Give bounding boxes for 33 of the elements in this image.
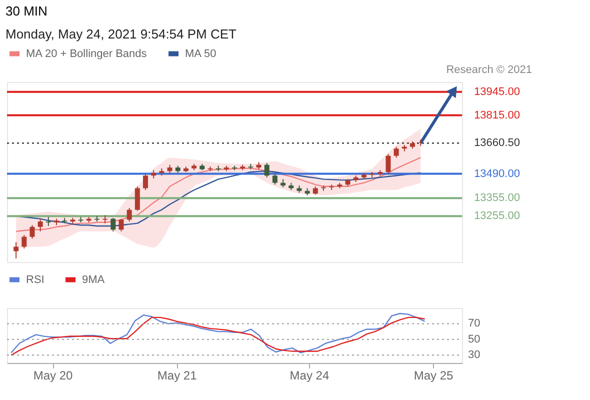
x-tick-label: May 25 [414, 368, 454, 382]
legend-label: RSI [26, 274, 44, 286]
x-tick-label: May 24 [290, 368, 330, 382]
y-tick-label: 70 [468, 318, 480, 330]
candlestick [38, 218, 43, 232]
ref-line-label: 13355.00 [474, 192, 520, 204]
candlestick [110, 217, 116, 232]
candlestick [272, 173, 278, 186]
candlestick [22, 234, 27, 249]
chart-subtitle: Monday, May 24, 2021 9:54:54 PM CET [6, 26, 237, 42]
candlestick [30, 224, 35, 240]
y-tick-label: 30 [468, 349, 480, 362]
legend-label: MA 50 [185, 48, 216, 60]
ref-line-label: 13660.50 [474, 137, 520, 150]
candlestick [394, 146, 399, 158]
candlestick [134, 186, 140, 212]
candlestick [386, 154, 391, 174]
y-tick-label: 50 [468, 333, 480, 346]
ref-line-label: 13815.00 [474, 109, 520, 122]
candlestick [14, 242, 19, 259]
candlestick [143, 173, 148, 190]
x-tick-label: May 20 [33, 368, 73, 382]
chart-title: 30 MIN [6, 4, 48, 18]
text: Research © 2021 [446, 64, 532, 76]
candlestick [126, 208, 132, 222]
legend-label: MA 20 + Bollinger Bands [26, 48, 148, 60]
x-tick-label: May 21 [157, 368, 198, 382]
ref-line-label: 13945.00 [474, 86, 520, 98]
ref-line-label: 13490.00 [474, 168, 520, 180]
candlestick [264, 162, 270, 178]
legend-label: 9MA [82, 274, 106, 286]
ref-line-label: 13255.00 [474, 210, 520, 222]
candlestick [118, 218, 124, 232]
